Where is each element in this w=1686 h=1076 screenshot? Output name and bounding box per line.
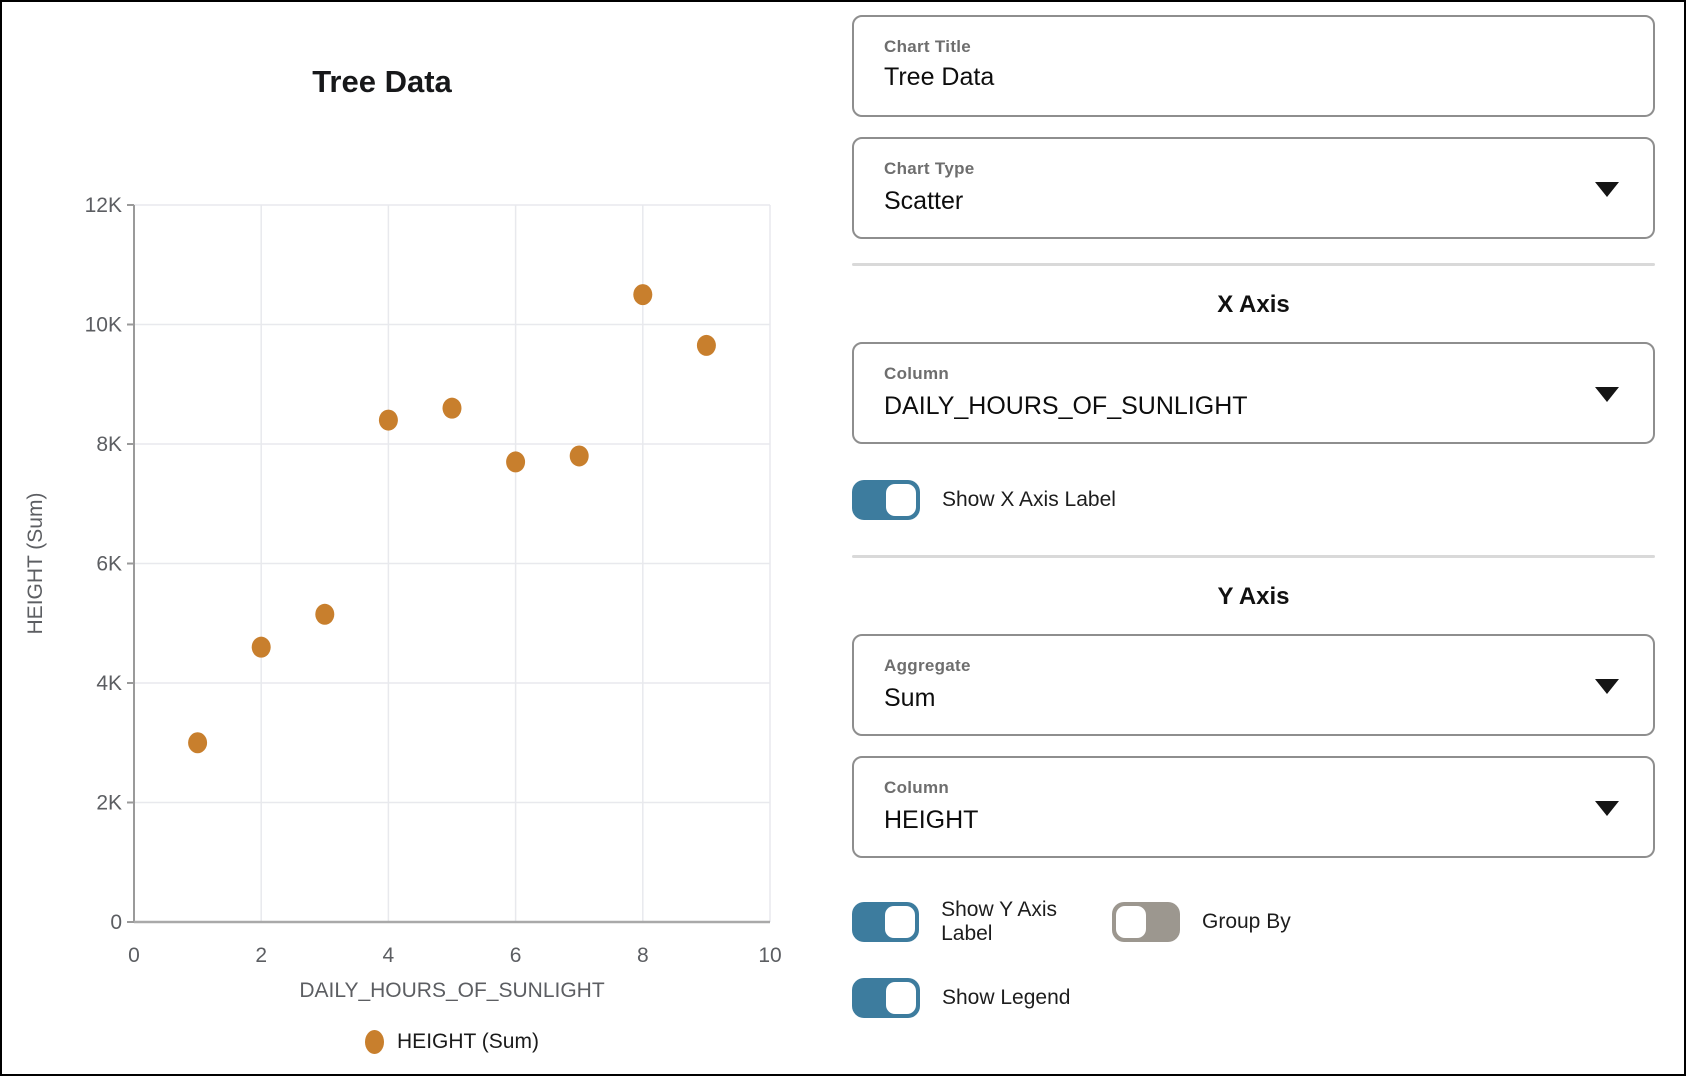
svg-text:0: 0 — [110, 911, 122, 934]
svg-text:10K: 10K — [85, 314, 122, 337]
svg-text:0: 0 — [128, 944, 140, 967]
data-point — [506, 451, 526, 473]
x-column-value: DAILY_HOURS_OF_SUNLIGHT — [884, 392, 1248, 420]
toggle-knob — [886, 484, 916, 516]
data-point — [251, 636, 271, 658]
toggle-knob — [886, 982, 916, 1014]
svg-text:HEIGHT (Sum): HEIGHT (Sum) — [24, 493, 47, 635]
svg-text:2: 2 — [255, 944, 267, 967]
chevron-down-icon — [1595, 679, 1619, 694]
chart-type-select[interactable]: Chart Type Scatter — [852, 137, 1655, 239]
svg-text:12K: 12K — [85, 194, 122, 217]
group-by-toggle[interactable] — [1112, 902, 1180, 942]
svg-text:10: 10 — [758, 944, 781, 967]
svg-text:6K: 6K — [96, 553, 122, 576]
chart-type-field-label: Chart Type — [884, 159, 975, 178]
aggregate-select[interactable]: Aggregate Sum — [852, 634, 1655, 736]
aggregate-value: Sum — [884, 684, 936, 712]
y-column-field-label: Column — [884, 778, 950, 797]
data-point — [378, 409, 398, 431]
svg-text:DAILY_HOURS_OF_SUNLIGHT: DAILY_HOURS_OF_SUNLIGHT — [299, 979, 605, 1002]
data-point — [696, 334, 716, 356]
show-x-axis-label-group: Show X Axis Label — [852, 480, 1116, 520]
show-x-axis-label-text: Show X Axis Label — [942, 488, 1116, 511]
svg-text:8K: 8K — [96, 433, 122, 456]
data-point — [569, 445, 589, 467]
data-point — [633, 284, 653, 306]
svg-text:4: 4 — [383, 944, 395, 967]
x-column-select[interactable]: Column DAILY_HOURS_OF_SUNLIGHT — [852, 342, 1655, 444]
x-column-field-label: Column — [884, 364, 950, 383]
chart-type-value: Scatter — [884, 187, 964, 215]
chart-title-input[interactable] — [884, 63, 1593, 92]
svg-text:6: 6 — [510, 944, 522, 967]
data-point — [442, 397, 462, 419]
show-legend-text: Show Legend — [942, 986, 1071, 1009]
y-axis-section-heading: Y Axis — [1217, 583, 1290, 610]
section-divider — [852, 263, 1655, 266]
data-point — [188, 732, 208, 754]
show-legend-group: Show Legend — [852, 978, 1070, 1018]
chart-pane: Tree Data 0 2K 4K 6K 8K 10K 12K 0 2 4 6 8 10 DAILY_HO… — [2, 2, 802, 1074]
y-axis-toggle-row: Show Y Axis Label Group By — [852, 898, 1655, 946]
svg-text:2K: 2K — [96, 792, 122, 815]
show-x-axis-label-toggle[interactable] — [852, 480, 920, 520]
chart-title: Tree Data — [312, 64, 452, 99]
legend-marker-icon — [365, 1030, 385, 1054]
toggle-knob — [1116, 906, 1146, 938]
x-axis-toggle-row: Show X Axis Label — [852, 480, 1655, 520]
chart-legend: HEIGHT (Sum) — [134, 1026, 770, 1058]
group-by-text: Group By — [1202, 910, 1291, 933]
legend-label: HEIGHT (Sum) — [397, 1030, 539, 1053]
show-y-axis-label-toggle[interactable] — [852, 902, 920, 942]
chart-title-field[interactable]: Chart Title — [852, 15, 1655, 117]
show-y-axis-label-group: Show Y Axis Label — [852, 898, 1112, 946]
legend-toggle-row: Show Legend — [852, 978, 1655, 1018]
scatter-plot: 0 2K 4K 6K 8K 10K 12K 0 2 4 6 8 10 DAILY_HOURS_OF_SUN… — [24, 194, 782, 1002]
toggle-knob — [885, 906, 916, 938]
svg-text:8: 8 — [637, 944, 649, 967]
show-legend-toggle[interactable] — [852, 978, 920, 1018]
chart-title-field-label: Chart Title — [884, 37, 972, 56]
aggregate-field-label: Aggregate — [884, 656, 971, 675]
section-divider — [852, 555, 1655, 558]
data-point — [315, 603, 335, 625]
show-y-axis-label-text: Show Y Axis Label — [941, 898, 1058, 945]
group-by-group: Group By — [1112, 902, 1291, 942]
settings-panel: Chart Title Chart Type Scatter X Axis Co… — [852, 2, 1655, 1018]
x-axis-section-heading: X Axis — [1217, 291, 1290, 318]
chevron-down-icon — [1595, 387, 1619, 402]
chevron-down-icon — [1595, 801, 1619, 816]
y-column-select[interactable]: Column HEIGHT — [852, 756, 1655, 858]
svg-text:4K: 4K — [96, 672, 122, 695]
y-column-value: HEIGHT — [884, 806, 979, 834]
chevron-down-icon — [1595, 182, 1619, 197]
